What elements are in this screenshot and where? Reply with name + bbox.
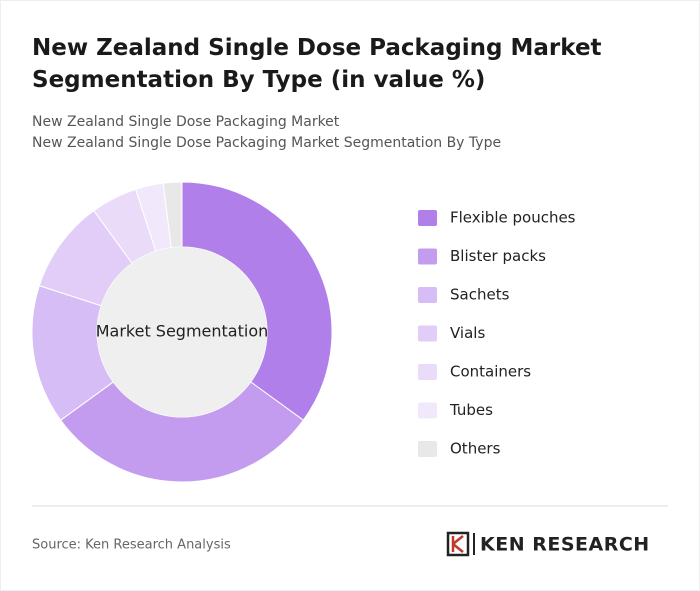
center-label: Market Segmentation: [96, 322, 269, 341]
legend-swatch: [418, 364, 437, 380]
legend-swatch: [418, 287, 437, 303]
donut-hole: [97, 247, 267, 417]
legend-label: Vials: [450, 324, 485, 342]
legend-swatch: [418, 402, 437, 419]
legend-swatch: [418, 325, 437, 342]
legend-swatch: [418, 210, 437, 226]
chart-title: New Zealand Single Dose Packaging Market…: [32, 35, 602, 93]
subtitle: New Zealand Single Dose Packaging Market: [32, 114, 340, 130]
logo-text: KEN RESEARCH: [480, 534, 650, 556]
legend-label: Containers: [450, 363, 531, 381]
subtitle: New Zealand Single Dose Packaging Market…: [32, 135, 501, 151]
legend-label: Flexible pouches: [450, 209, 576, 227]
donut: [31, 181, 333, 483]
source: Source: Ken Research Analysis: [32, 538, 231, 553]
legend-label: Sachets: [450, 286, 510, 304]
legend: Flexible pouches Blister packs Sachets Vial…: [418, 209, 576, 458]
logo-icon: [446, 531, 475, 557]
legend-swatch: [418, 441, 437, 457]
legend-label: Blister packs: [450, 247, 546, 265]
legend-label: Tubes: [449, 401, 493, 419]
legend-swatch: [418, 248, 437, 265]
legend-label: Others: [450, 440, 501, 458]
